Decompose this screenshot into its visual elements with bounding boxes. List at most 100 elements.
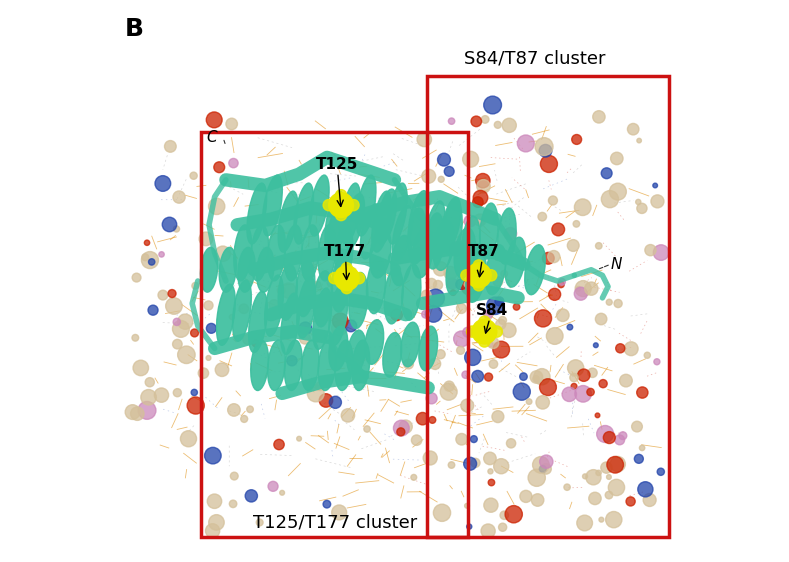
Circle shape [206,112,222,128]
Circle shape [332,313,348,329]
Circle shape [653,183,657,188]
Circle shape [540,465,546,472]
Circle shape [335,189,346,201]
Ellipse shape [328,197,349,252]
Circle shape [148,305,158,315]
Circle shape [335,266,359,291]
Ellipse shape [281,293,300,355]
Circle shape [567,324,573,330]
Circle shape [341,262,353,274]
Circle shape [466,326,477,337]
Circle shape [578,369,590,382]
Ellipse shape [392,206,413,261]
Circle shape [484,96,502,114]
Ellipse shape [267,225,286,281]
Circle shape [480,327,489,337]
Circle shape [530,371,543,383]
Circle shape [190,172,197,179]
Circle shape [632,421,642,432]
Circle shape [205,524,219,538]
Circle shape [540,156,558,173]
Circle shape [173,191,185,203]
Ellipse shape [329,326,348,371]
Circle shape [488,337,499,348]
Circle shape [507,439,516,448]
Circle shape [644,352,650,359]
Circle shape [130,407,144,420]
Circle shape [274,439,284,450]
Circle shape [448,118,454,124]
Circle shape [421,310,429,318]
Circle shape [391,309,402,321]
Circle shape [601,191,619,208]
Ellipse shape [446,245,466,294]
Circle shape [528,469,545,486]
Circle shape [404,359,413,369]
Circle shape [473,270,484,280]
Circle shape [638,482,653,497]
Circle shape [465,504,469,508]
Circle shape [531,494,544,506]
Ellipse shape [443,200,462,256]
Circle shape [165,140,176,152]
Circle shape [433,280,443,289]
Circle shape [499,316,507,324]
Circle shape [548,251,560,262]
Circle shape [600,462,612,473]
Text: T125/T177 cluster: T125/T177 cluster [253,513,417,531]
Ellipse shape [267,340,286,391]
Ellipse shape [370,228,391,278]
Circle shape [495,319,506,329]
Circle shape [593,343,598,348]
Circle shape [587,388,594,396]
Circle shape [462,280,477,295]
Circle shape [564,484,570,491]
Ellipse shape [251,340,268,391]
Circle shape [440,383,457,400]
Circle shape [473,197,483,207]
Circle shape [436,350,445,359]
Circle shape [133,360,148,375]
Circle shape [462,371,469,378]
Circle shape [634,454,643,463]
Circle shape [280,491,285,495]
Circle shape [277,287,285,294]
Ellipse shape [466,252,486,302]
Ellipse shape [349,273,368,328]
Circle shape [499,523,507,531]
Circle shape [457,303,466,314]
Circle shape [320,394,333,407]
Circle shape [535,138,553,156]
Circle shape [477,180,490,193]
Circle shape [469,266,488,284]
Circle shape [230,472,238,480]
Circle shape [494,459,509,474]
Circle shape [411,474,417,481]
Circle shape [155,176,170,191]
Circle shape [585,282,598,295]
Ellipse shape [297,277,316,338]
Ellipse shape [401,322,420,367]
Circle shape [348,200,359,211]
Circle shape [335,210,346,221]
Circle shape [215,363,229,377]
Circle shape [556,309,569,321]
Ellipse shape [408,208,426,264]
Circle shape [438,153,451,166]
Circle shape [338,269,356,287]
Ellipse shape [387,183,407,244]
Circle shape [504,228,517,240]
Circle shape [364,426,370,432]
Circle shape [174,226,180,232]
Circle shape [417,413,428,425]
Circle shape [158,290,168,300]
Circle shape [470,436,477,442]
Circle shape [518,135,534,152]
Ellipse shape [366,257,386,314]
Ellipse shape [402,264,421,320]
Ellipse shape [251,225,268,281]
Circle shape [199,232,213,246]
Circle shape [582,474,588,479]
Ellipse shape [384,268,403,324]
Circle shape [608,479,625,496]
